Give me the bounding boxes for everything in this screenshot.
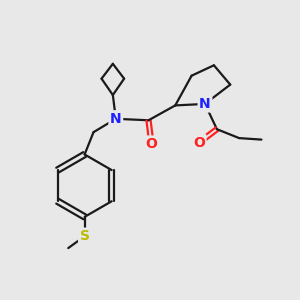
Text: N: N <box>199 97 211 111</box>
Text: S: S <box>80 229 90 243</box>
Text: O: O <box>193 136 205 150</box>
Text: O: O <box>146 137 158 151</box>
Text: N: N <box>110 112 122 126</box>
